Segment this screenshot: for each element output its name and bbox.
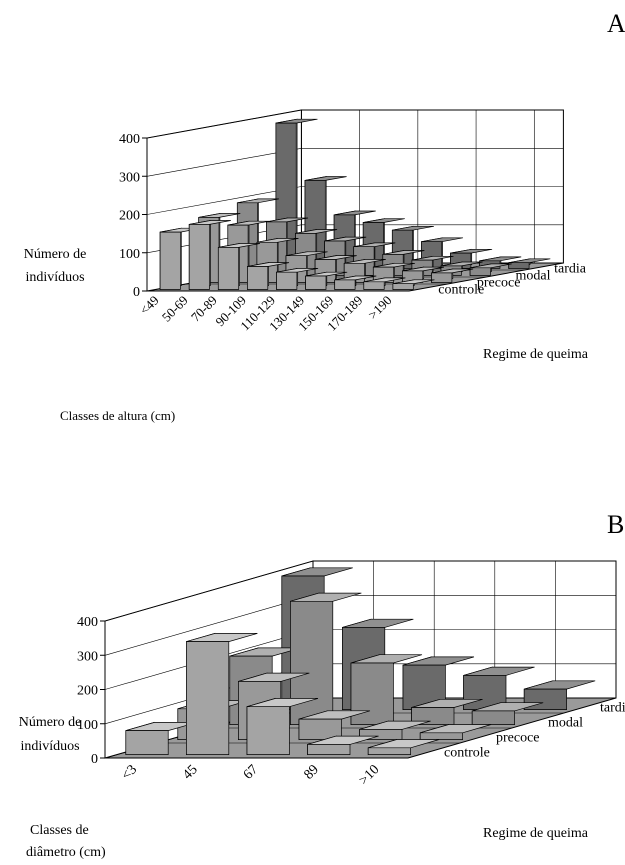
y-tick-label: 400	[77, 615, 98, 630]
bar-front-face	[307, 744, 351, 755]
axis-titles: Número de indivíduos Classes de diâmetro (c…	[19, 715, 589, 860]
series-label: controle	[444, 746, 490, 761]
bar-front-face	[471, 710, 515, 725]
x-tick-label: 89	[301, 762, 322, 783]
bar	[419, 724, 492, 741]
bar	[217, 243, 260, 290]
x-axis-title-line1: Classes de	[30, 823, 89, 838]
y-tick-label: 100	[77, 718, 98, 733]
bar-front-face	[246, 706, 290, 755]
bar-front-face	[363, 281, 385, 290]
series-label: tardia	[600, 701, 625, 716]
bar	[276, 267, 319, 290]
bar-front-face	[411, 707, 455, 725]
x-tick-label: 45	[180, 762, 201, 783]
chart-bars	[125, 567, 596, 756]
y-tick-label: 200	[77, 684, 98, 699]
bar-front-face	[290, 600, 334, 725]
bar-front-face	[186, 641, 230, 755]
y-tick-label: 200	[119, 209, 140, 224]
series-label: modal	[516, 269, 551, 284]
bar-front-face	[159, 231, 181, 290]
bar	[298, 710, 371, 741]
x-tick-label: 67	[241, 762, 262, 783]
chart-panel-A: 0 100 200 300 400 <4950-6970-8990-109110-1291…	[24, 9, 625, 423]
bar-front-face	[431, 272, 453, 283]
bar	[307, 735, 379, 756]
bar	[469, 263, 512, 276]
bar-front-face	[392, 283, 414, 290]
x-axis-title-line2: diâmetro (cm)	[26, 845, 106, 860]
gridline	[104, 560, 616, 622]
bar-front-face	[217, 247, 240, 290]
panel-label: A	[607, 9, 625, 38]
series-label: modal	[548, 716, 583, 731]
panel-label: B	[607, 510, 624, 539]
bar	[367, 739, 440, 756]
bar-front-face	[469, 267, 491, 276]
y-tick-label: 400	[119, 132, 140, 147]
chart-bars	[159, 118, 551, 290]
y-axis-title-line1: Número de	[19, 715, 82, 730]
x-tick-label: >10	[356, 762, 382, 788]
bar	[246, 697, 319, 756]
bar-front-face	[419, 732, 463, 740]
y-axis: 0 100 200 300 400	[119, 132, 148, 300]
y-axis-title-line2: indivíduos	[20, 739, 79, 754]
bar	[402, 266, 445, 283]
bar-front-face	[350, 662, 394, 725]
bar	[411, 698, 483, 726]
chart-panel-B: 0 100 200 300 400 <3 45 67 89 >10 controle precoce m…	[19, 510, 625, 860]
axis-titles: Número de indivíduos Classes de altura (cm…	[24, 247, 589, 423]
y-tick-label: 300	[119, 170, 140, 185]
bar	[305, 271, 348, 290]
x-tick-label: >190	[365, 293, 395, 323]
bar	[334, 275, 377, 290]
bar	[125, 721, 197, 756]
bar	[508, 258, 551, 269]
x-axis-title: Classes de altura (cm)	[60, 408, 175, 423]
y-tick-label: 0	[91, 752, 98, 767]
series-label: precoce	[477, 276, 521, 291]
bar	[247, 262, 290, 290]
bar-front-face	[125, 730, 169, 755]
series-label: controle	[438, 283, 484, 298]
bar	[188, 220, 231, 290]
series-label: tardia	[554, 262, 587, 277]
bar	[159, 227, 202, 290]
bar	[471, 702, 544, 726]
y-tick-label: 100	[119, 247, 140, 262]
bar-front-face	[367, 747, 411, 755]
bar	[392, 279, 435, 290]
bar-front-face	[188, 224, 210, 290]
z-axis-title: Regime de queima	[483, 347, 589, 362]
x-axis-labels: <3 45 67 89 >10	[119, 762, 383, 788]
bar	[402, 656, 475, 711]
series-label: precoce	[496, 731, 540, 746]
y-axis: 0 100 200 300 400	[77, 615, 106, 767]
y-axis-title-line2: indivíduos	[25, 270, 84, 285]
y-tick-label: 300	[77, 649, 98, 664]
bar-front-face	[276, 271, 298, 290]
x-tick-label: <3	[119, 762, 140, 783]
x-axis-labels: <4950-6970-8990-109110-129130-149150-169…	[137, 293, 395, 334]
series-labels: controle precoce modal tardia	[444, 701, 625, 761]
y-tick-label: 0	[133, 285, 140, 300]
bar	[350, 654, 423, 726]
bar-front-face	[247, 266, 269, 290]
bar-front-face	[305, 275, 327, 290]
bar	[290, 592, 362, 726]
bar	[363, 277, 406, 290]
x-tick-label: 50-69	[159, 293, 191, 325]
bar-front-face	[334, 279, 356, 290]
bar	[431, 268, 474, 283]
bar	[186, 632, 258, 756]
z-axis-title: Regime de queima	[483, 826, 589, 841]
y-axis-title-line1: Número de	[24, 247, 87, 262]
